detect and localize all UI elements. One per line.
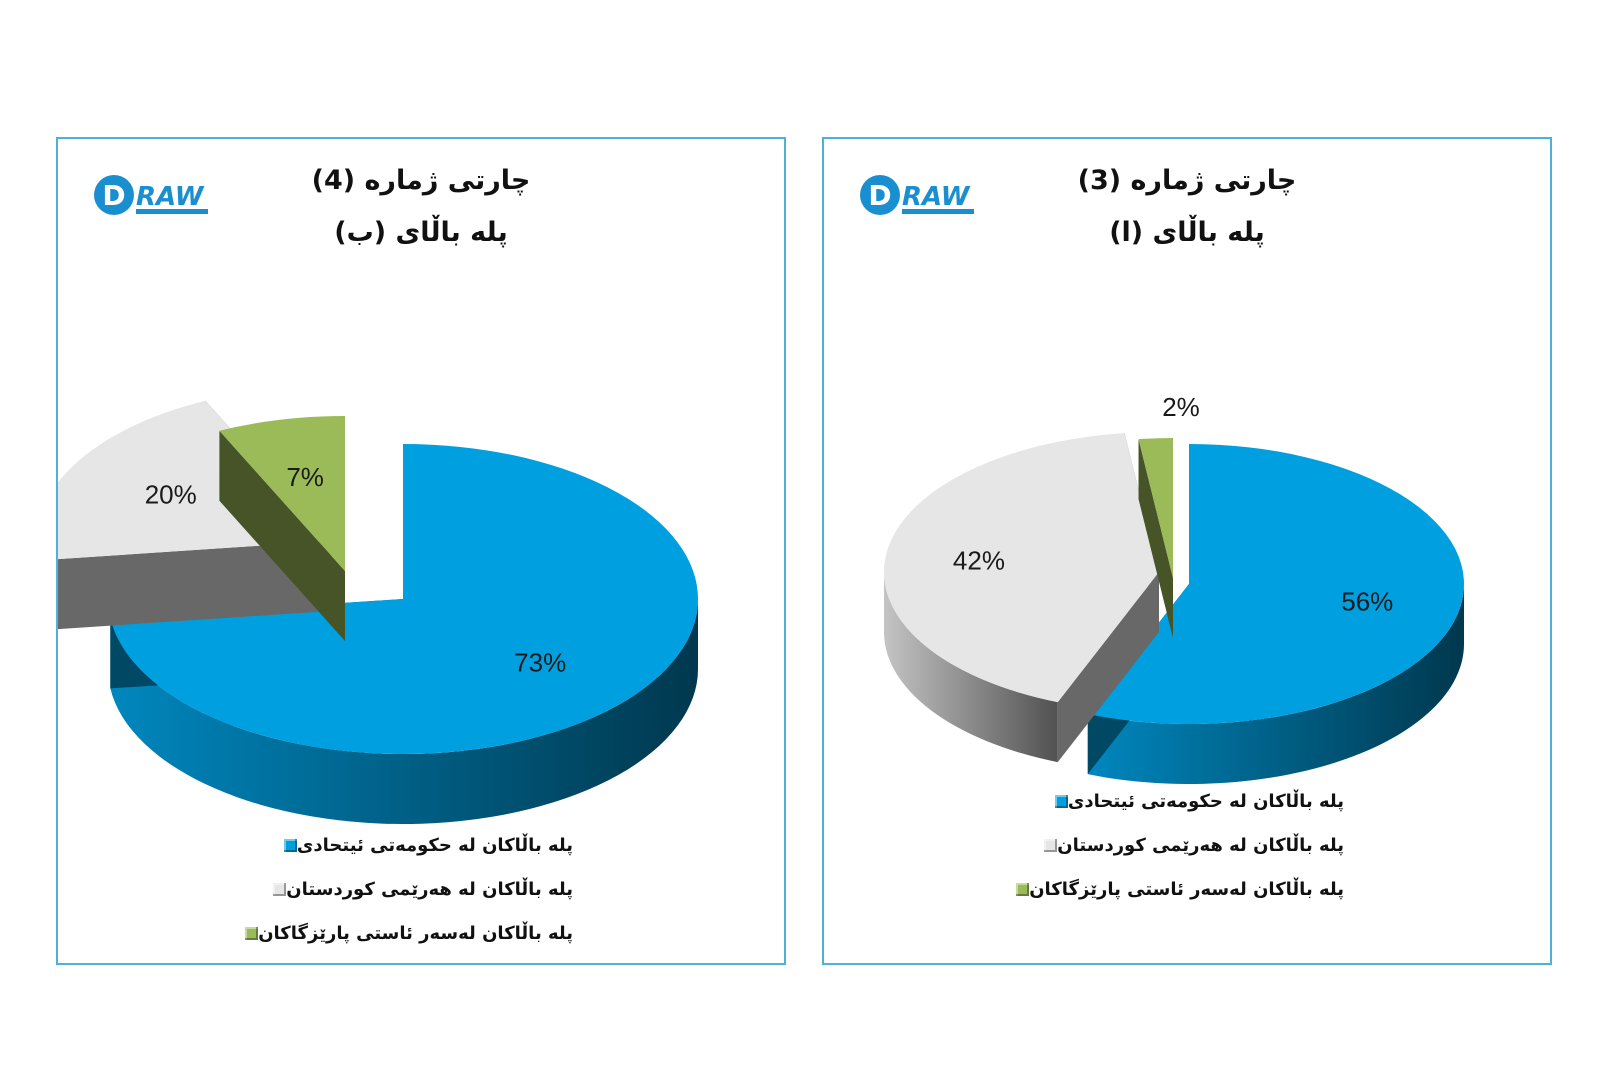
data-label-kurdistan: 42% [953, 545, 1005, 575]
slice-cut-face [219, 430, 345, 641]
data-label-provinces: 2% [1162, 392, 1200, 422]
logo-text: RAW [902, 182, 971, 212]
pie-chart-3: 56% 42% 2% [884, 392, 1464, 784]
draw-logo: D RAW [860, 175, 974, 215]
slice-top [110, 444, 698, 754]
data-label-kurdistan: 20% [145, 480, 197, 510]
chart-legend: پلە باڵاکان لە حکومەتی ئیتحادی پلە باڵاکا… [1004, 779, 1344, 911]
logo-circle [94, 175, 134, 215]
slice-side-wall [884, 572, 1058, 763]
chart-subtitle: پلە باڵای (ا) [1109, 217, 1265, 248]
legend-item-provinces: پلە باڵاکان لەسەر ئاستی پارێزگاکان [1004, 867, 1344, 911]
logo-initial: D [102, 179, 125, 212]
legend-swatch [245, 926, 259, 940]
slice-top [1087, 444, 1464, 724]
logo-initial: D [868, 179, 891, 212]
chart-panel-3: D RAW چارتی ژمارە (3) پلە باڵای (ا) 56% 4… [822, 137, 1552, 965]
logo-text: RAW [136, 182, 205, 212]
draw-logo: D RAW [94, 175, 208, 215]
legend-item-provinces: پلە باڵاکان لەسەر ئاستی پارێزگاکان [233, 911, 573, 955]
legend-swatch [1016, 882, 1030, 896]
slice-cut-face [58, 541, 331, 630]
chart-panel-4: D RAW چارتی ژمارە (4) پلە باڵای (ب) 73% 2… [56, 137, 786, 965]
legend-label: پلە باڵاکان لە حکومەتی ئیتحادی [296, 834, 573, 856]
slice-top [219, 416, 345, 571]
chart-legend: پلە باڵاکان لە حکومەتی ئیتحادی پلە باڵاکا… [233, 823, 573, 955]
pie-slice-provinces [219, 416, 345, 641]
slice-side-wall [110, 599, 698, 824]
slice-cut-face [1138, 439, 1173, 638]
legend-label: پلە باڵاکان لەسەر ئاستی پارێزگاکان [258, 922, 573, 944]
legend-swatch [1054, 794, 1068, 808]
legend-item-federal: پلە باڵاکان لە حکومەتی ئیتحادی [233, 823, 573, 867]
pie-slice-kurdistan [884, 433, 1159, 763]
slice-side-wall [1087, 584, 1464, 784]
pie-chart-4: 73% 20% 7% [58, 400, 698, 824]
legend-swatch [1044, 838, 1058, 852]
legend-item-kurdistan: پلە باڵاکان لە هەرێمی کوردستان [1004, 823, 1344, 867]
pie-slice-provinces [1138, 438, 1173, 638]
logo-bar [902, 209, 974, 214]
data-label-provinces: 7% [286, 462, 324, 492]
logo-bar [136, 209, 208, 214]
legend-item-kurdistan: پلە باڵاکان لە هەرێمی کوردستان [233, 867, 573, 911]
legend-label: پلە باڵاکان لە حکومەتی ئیتحادی [1067, 790, 1344, 812]
logo-circle [860, 175, 900, 215]
legend-item-federal: پلە باڵاکان لە حکومەتی ئیتحادی [1004, 779, 1344, 823]
chart-title: چارتی ژمارە (3) [1077, 165, 1297, 196]
legend-label: پلە باڵاکان لە هەرێمی کوردستان [1057, 834, 1344, 856]
chart-subtitle: پلە باڵای (ب) [334, 217, 508, 248]
slice-top [884, 433, 1159, 703]
legend-swatch [283, 838, 297, 852]
legend-label: پلە باڵاکان لەسەر ئاستی پارێزگاکان [1029, 878, 1344, 900]
legend-label: پلە باڵاکان لە هەرێمی کوردستان [286, 878, 573, 900]
slice-cut-face [1057, 572, 1159, 763]
data-label-federal: 73% [514, 648, 566, 678]
legend-swatch [273, 882, 287, 896]
pie-slice-federal [1087, 444, 1464, 784]
chart-title: چارتی ژمارە (4) [311, 165, 531, 196]
data-label-federal: 56% [1341, 586, 1393, 616]
slice-top [1138, 438, 1173, 578]
